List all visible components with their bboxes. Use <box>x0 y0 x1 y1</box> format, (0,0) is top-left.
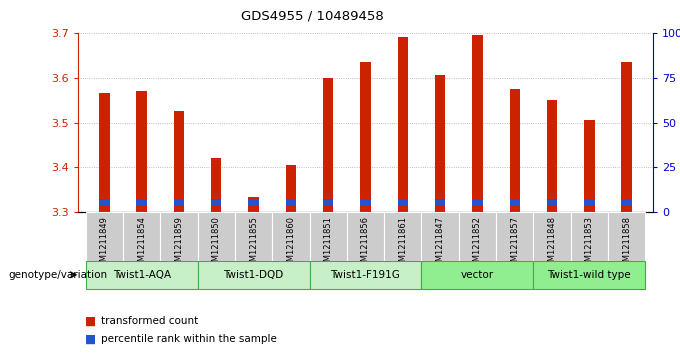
Bar <box>248 197 259 212</box>
Bar <box>533 261 645 289</box>
Text: GSM1211860: GSM1211860 <box>286 216 295 272</box>
Bar <box>211 159 222 212</box>
Bar <box>99 199 109 205</box>
Text: transformed count: transformed count <box>101 316 198 326</box>
Bar <box>309 212 347 261</box>
Bar <box>86 212 123 261</box>
Text: GSM1211851: GSM1211851 <box>324 216 333 272</box>
Bar <box>137 199 147 205</box>
Bar <box>384 212 422 261</box>
Text: GSM1211856: GSM1211856 <box>361 216 370 272</box>
Text: GSM1211859: GSM1211859 <box>175 216 184 272</box>
Text: Twist1-AQA: Twist1-AQA <box>113 270 171 280</box>
Bar <box>422 261 533 289</box>
Text: ■: ■ <box>85 315 96 328</box>
Text: GSM1211847: GSM1211847 <box>436 216 445 272</box>
Bar <box>286 165 296 212</box>
Bar <box>173 199 184 205</box>
Text: GSM1211852: GSM1211852 <box>473 216 482 272</box>
Text: genotype/variation: genotype/variation <box>8 270 107 280</box>
Bar <box>160 212 198 261</box>
Bar <box>533 212 571 261</box>
Bar <box>622 62 632 212</box>
Bar <box>198 261 309 289</box>
Bar <box>472 199 483 205</box>
Bar <box>323 199 333 205</box>
Text: vector: vector <box>461 270 494 280</box>
Bar <box>422 212 459 261</box>
Bar <box>286 199 296 205</box>
Bar <box>86 261 198 289</box>
Text: GSM1211850: GSM1211850 <box>211 216 221 272</box>
Bar <box>323 78 333 212</box>
Bar <box>509 199 520 205</box>
Bar <box>622 199 632 205</box>
Bar <box>547 100 558 212</box>
Bar <box>235 212 272 261</box>
Text: Twist1-F191G: Twist1-F191G <box>330 270 401 280</box>
Bar <box>496 212 533 261</box>
Text: GSM1211848: GSM1211848 <box>547 216 556 272</box>
Bar <box>547 199 558 205</box>
Text: GSM1211849: GSM1211849 <box>100 216 109 272</box>
Text: GSM1211855: GSM1211855 <box>249 216 258 272</box>
Bar <box>211 199 222 205</box>
Bar <box>248 199 259 205</box>
Text: GSM1211854: GSM1211854 <box>137 216 146 272</box>
Bar <box>137 91 147 212</box>
Text: GSM1211858: GSM1211858 <box>622 216 631 272</box>
Bar <box>584 120 594 212</box>
Bar <box>360 199 371 205</box>
Bar <box>608 212 645 261</box>
Bar <box>360 62 371 212</box>
Bar <box>309 261 422 289</box>
Bar <box>459 212 496 261</box>
Text: percentile rank within the sample: percentile rank within the sample <box>101 334 277 344</box>
Text: Twist1-wild type: Twist1-wild type <box>547 270 631 280</box>
Bar <box>198 212 235 261</box>
Bar <box>398 199 408 205</box>
Text: GDS4955 / 10489458: GDS4955 / 10489458 <box>241 9 384 22</box>
Text: GSM1211853: GSM1211853 <box>585 216 594 272</box>
Bar <box>123 212 160 261</box>
Bar <box>435 199 445 205</box>
Text: GSM1211861: GSM1211861 <box>398 216 407 272</box>
Bar <box>472 35 483 212</box>
Text: Twist1-DQD: Twist1-DQD <box>224 270 284 280</box>
Bar <box>347 212 384 261</box>
Bar <box>272 212 309 261</box>
Bar <box>173 111 184 212</box>
Bar <box>571 212 608 261</box>
Text: GSM1211857: GSM1211857 <box>510 216 520 272</box>
Bar <box>99 93 109 212</box>
Bar <box>398 37 408 212</box>
Bar <box>435 76 445 212</box>
Bar <box>509 89 520 212</box>
Bar <box>584 199 594 205</box>
Text: ■: ■ <box>85 333 96 346</box>
